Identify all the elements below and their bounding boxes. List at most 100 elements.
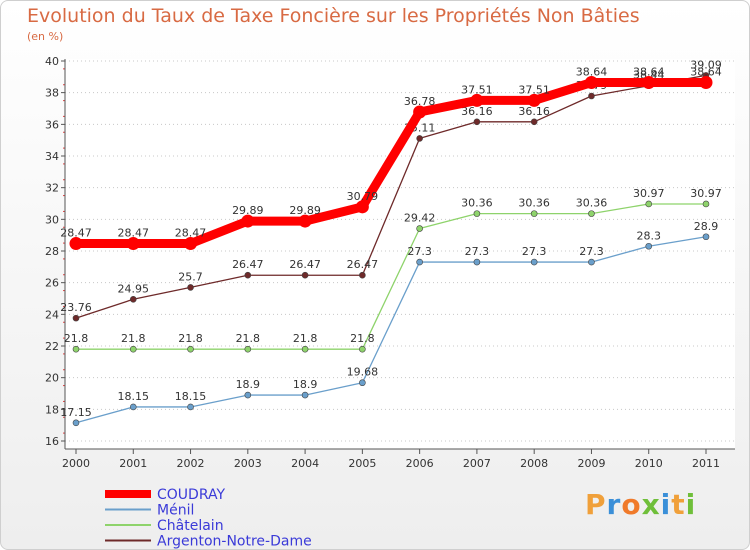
data-label-1: 36.78 [404,95,436,108]
data-label-2: 18.9 [293,378,318,391]
data-point-1 [184,237,198,251]
data-label-3: 21.8 [64,332,89,345]
data-label-2: 18.15 [118,390,150,403]
data-label-4: 36.16 [518,105,550,118]
data-label-4: 25.7 [178,270,203,283]
data-point-3 [702,200,710,208]
x-tick-label: 2002 [177,457,205,470]
y-tick-label: 28 [45,245,59,258]
plot-area [65,59,735,449]
data-label-1: 37.51 [461,83,493,96]
data-point-3 [129,345,137,353]
data-point-4 [359,271,366,279]
y-tick-label: 18 [45,403,59,416]
data-label-3: 21.8 [350,332,375,345]
y-tick-label: 36 [45,118,59,131]
data-label-4: 26.47 [347,258,379,271]
data-label-3: 30.36 [518,197,550,210]
y-tick-label: 30 [45,213,59,226]
data-point-3 [187,345,194,353]
data-label-1: 29.89 [289,204,321,217]
data-label-2: 18.15 [175,390,207,403]
data-point-2 [72,419,80,427]
x-tick-label: 2009 [577,457,605,470]
x-tick-label: 2001 [119,457,147,470]
data-point-1 [413,105,427,119]
y-tick-label: 20 [45,372,59,385]
y-tick-label: 26 [45,277,59,290]
data-point-2 [301,391,309,399]
data-label-2: 27.3 [407,245,432,258]
data-point-2 [530,258,538,266]
data-point-3 [416,225,423,232]
data-label-2: 28.9 [694,220,719,233]
y-tick-label: 24 [45,308,59,321]
data-point-3 [473,210,481,217]
data-point-4 [530,118,538,126]
data-point-2 [588,258,595,266]
legend-label: Ménil [157,503,194,519]
data-label-2: 27.3 [465,245,490,258]
data-point-4 [588,92,595,100]
data-label-2: 27.3 [522,245,547,258]
x-tick-label: 2011 [692,457,720,470]
x-tick-label: 2006 [406,457,434,470]
data-point-4 [473,118,481,126]
x-tick-label: 2010 [635,457,663,470]
series-line-1 [71,78,711,249]
y-tick-label: 38 [45,87,59,100]
legend-label: Châtelain [157,518,224,534]
data-point-3 [359,345,366,353]
data-point-2 [129,403,137,411]
x-tick-label: 2003 [234,457,262,470]
data-label-1: 29.89 [232,204,264,217]
data-point-1 [470,93,484,107]
data-label-2: 28.3 [636,229,661,242]
data-label-1: 37.51 [518,83,550,96]
data-point-3 [530,210,538,217]
data-label-1: 28.47 [175,227,207,240]
data-point-3 [72,345,80,353]
data-label-3: 21.8 [293,332,318,345]
data-label-3: 30.97 [633,187,665,200]
data-label-4: 26.47 [289,258,321,271]
data-label-1: 38.64 [576,66,608,79]
data-point-1 [355,200,369,214]
data-point-2 [702,233,710,241]
legend-label: Argenton-Notre-Dame [157,534,312,550]
data-label-4: 26.47 [232,258,264,271]
data-point-1 [126,237,140,251]
data-label-3: 30.97 [690,187,722,200]
data-label-2: 27.3 [579,245,604,258]
data-label-4: 39.09 [690,58,722,71]
data-label-2: 17.15 [60,406,92,419]
proxiti-logo: Proxiti [585,488,697,521]
data-point-2 [244,391,252,399]
series-line-4 [75,74,707,319]
data-point-4 [416,135,423,142]
data-label-3: 21.8 [121,332,146,345]
data-point-3 [301,345,309,353]
y-tick-label: 22 [45,340,59,353]
data-label-1: 28.47 [118,227,150,240]
x-tick-label: 2004 [291,457,319,470]
data-label-1: 28.47 [60,227,92,240]
series-line-3 [75,203,707,350]
data-point-1 [527,93,541,107]
data-point-4 [301,271,309,279]
x-tick-label: 2008 [520,457,548,470]
x-tick-label: 2005 [348,457,376,470]
data-label-1: 38.64 [633,66,665,79]
data-point-1 [69,237,83,251]
data-label-3: 21.8 [178,332,203,345]
data-point-4 [244,271,252,279]
y-tick-label: 34 [45,150,59,163]
data-point-4 [72,314,80,322]
x-tick-label: 2000 [62,457,90,470]
data-point-3 [244,345,252,353]
y-unit-label: (en %) [27,30,64,43]
data-label-4: 23.76 [60,301,92,314]
data-point-4 [187,284,194,291]
data-point-1 [241,214,255,228]
